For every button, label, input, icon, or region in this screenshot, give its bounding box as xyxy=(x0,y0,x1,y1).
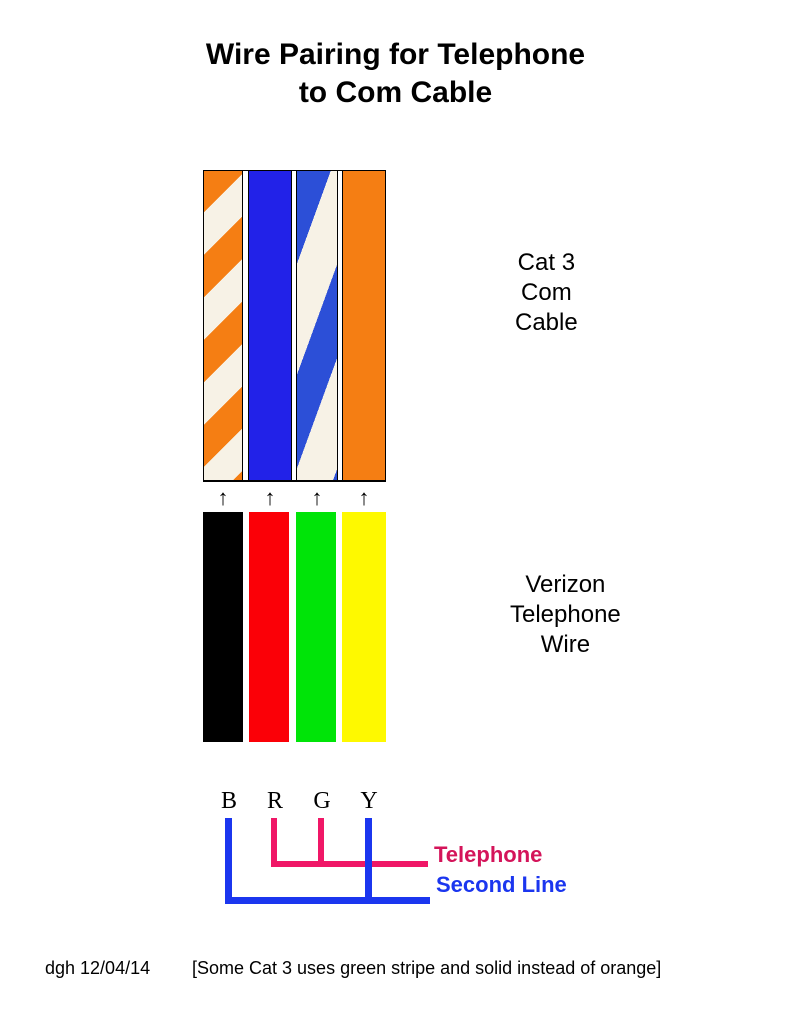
pairing-telephone-drop xyxy=(271,818,277,867)
wire-letter-R: R xyxy=(262,788,288,815)
footer-note: [Some Cat 3 uses green stripe and solid … xyxy=(192,958,661,979)
title-line-2: to Com Cable xyxy=(0,74,791,112)
telephone-wire-green xyxy=(296,512,336,742)
pairing-telephone-drop xyxy=(318,818,324,867)
telephone-wire-red xyxy=(249,512,289,742)
mapping-arrow-icon: ↑ xyxy=(354,485,374,511)
cat3-wire-blue-stripe xyxy=(296,170,338,480)
title-line-1: Wire Pairing for Telephone xyxy=(0,36,791,74)
pairing-telephone-bar xyxy=(271,861,428,867)
telephone-wire-black xyxy=(203,512,243,742)
pairing-second-line-drop xyxy=(225,818,232,904)
mapping-arrow-icon: ↑ xyxy=(307,485,327,511)
pairing-telephone-label: Telephone xyxy=(434,842,542,868)
wire-letter-B: B xyxy=(216,788,242,815)
cat3-bottom-border xyxy=(203,480,386,482)
footer-author: dgh 12/04/14 xyxy=(45,958,150,979)
telephone-wire-yellow xyxy=(342,512,386,742)
wire-letter-Y: Y xyxy=(356,788,382,815)
pairing-second-line-drop xyxy=(365,818,372,904)
pairing-second-line-bar xyxy=(225,897,431,904)
telephone-label: Verizon Telephone Wire xyxy=(510,570,621,660)
cat3-wire-orange-solid xyxy=(342,170,386,480)
cat3-wire-orange-stripe xyxy=(203,170,243,480)
cat3-wire-blue-solid xyxy=(248,170,292,480)
wire-letter-G: G xyxy=(309,788,335,815)
cat3-top-border xyxy=(203,170,386,171)
mapping-arrow-icon: ↑ xyxy=(213,485,233,511)
pairing-second-line-label: Second Line xyxy=(436,872,567,898)
cat3-label: Cat 3 Com Cable xyxy=(515,248,578,338)
mapping-arrow-icon: ↑ xyxy=(260,485,280,511)
page-title: Wire Pairing for Telephoneto Com Cable xyxy=(0,36,791,111)
